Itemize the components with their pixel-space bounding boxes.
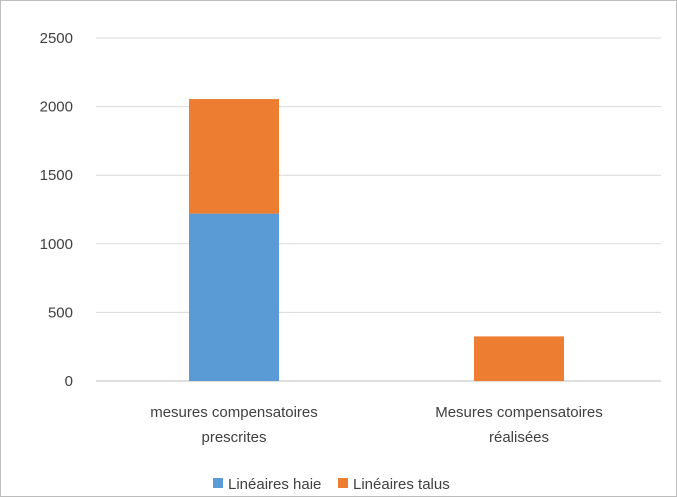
grid-layer — [96, 37, 661, 382]
y-tick-label: 0 — [65, 373, 73, 390]
y-axis-ticks: 0 500 1000 1500 2000 2500 — [40, 30, 73, 390]
y-tick-label: 500 — [48, 304, 73, 321]
legend-label: Linéaires haie — [228, 476, 321, 493]
y-tick-label: 2500 — [40, 30, 73, 47]
y-tick-label: 2000 — [40, 99, 73, 116]
legend: Linéaires haie Linéaires talus — [213, 476, 450, 493]
legend-label: Linéaires talus — [353, 476, 450, 493]
x-axis-categories: mesures compensatoires prescrites Mesures … — [150, 404, 603, 446]
bar-segment-haie — [189, 213, 279, 381]
bar-segment-talus — [474, 336, 564, 381]
y-tick-label: 1000 — [40, 236, 73, 253]
legend-swatch — [213, 478, 223, 488]
category-label: prescrites — [201, 429, 266, 446]
legend-swatch — [338, 478, 348, 488]
bars-layer — [189, 99, 564, 381]
y-tick-label: 1500 — [40, 167, 73, 184]
bar-segment-talus — [189, 99, 279, 214]
category-label: mesures compensatoires — [150, 404, 318, 421]
category-label: réalisées — [489, 429, 549, 446]
category-label: Mesures compensatoires — [435, 404, 603, 421]
